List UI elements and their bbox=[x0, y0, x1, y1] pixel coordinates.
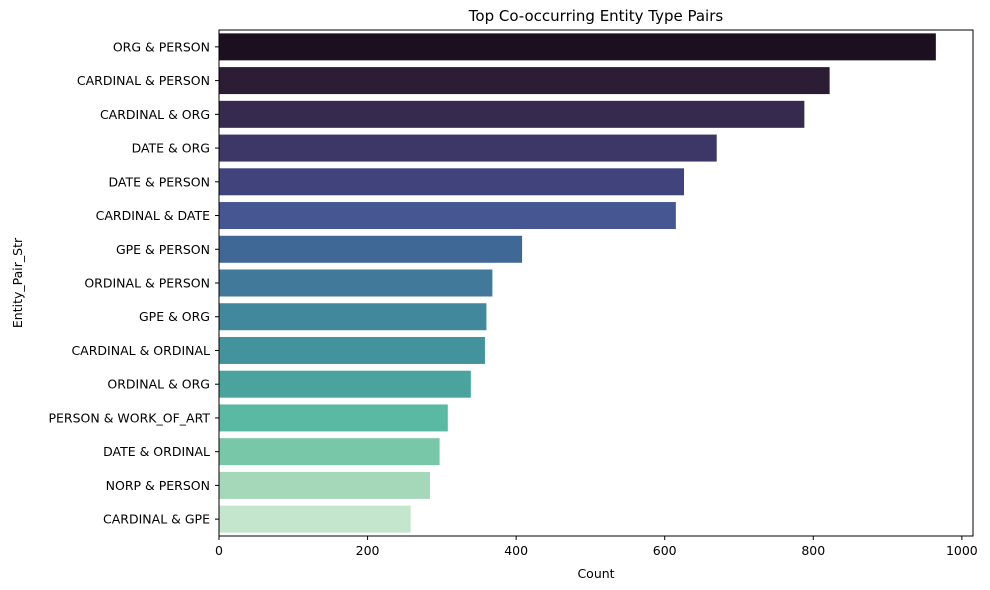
plot-frame bbox=[218, 29, 974, 537]
bar-10 bbox=[219, 370, 471, 398]
y-tick-label: DATE & PERSON bbox=[109, 174, 210, 189]
y-tick-labels: ORG & PERSON CARDINAL & PERSON CARDINAL & … bbox=[48, 39, 219, 527]
bar-3 bbox=[219, 134, 717, 162]
y-tick-label: GPE & PERSON bbox=[116, 242, 210, 257]
y-tick-label: CARDINAL & ORG bbox=[100, 107, 210, 122]
y-tick-label: ORG & PERSON bbox=[113, 39, 210, 54]
x-tick-label: 0 bbox=[215, 543, 223, 558]
x-tick-label: 1000 bbox=[946, 543, 978, 558]
bar-12 bbox=[219, 438, 440, 466]
x-ticks: 0 200 400 600 800 1000 bbox=[215, 536, 978, 558]
chart-title: Top Co-occurring Entity Type Pairs bbox=[468, 7, 724, 25]
y-tick-label: DATE & ORG bbox=[132, 141, 210, 156]
bar-13 bbox=[219, 471, 430, 499]
bar-5 bbox=[219, 202, 676, 230]
bar-2 bbox=[219, 100, 805, 128]
bar-7 bbox=[219, 269, 493, 297]
x-axis-label: Count bbox=[577, 566, 614, 581]
y-tick-label: CARDINAL & DATE bbox=[96, 208, 210, 223]
x-tick-label: 200 bbox=[356, 543, 380, 558]
bar-0 bbox=[219, 33, 936, 61]
bar-1 bbox=[219, 67, 830, 95]
y-tick-label: DATE & ORDINAL bbox=[103, 444, 210, 459]
y-axis-label: Entity_Pair_Str bbox=[10, 237, 25, 328]
x-tick-label: 800 bbox=[801, 543, 825, 558]
y-tick-label: ORDINAL & PERSON bbox=[84, 276, 210, 291]
bars-group bbox=[219, 33, 936, 533]
y-tick-label: CARDINAL & ORDINAL bbox=[71, 343, 210, 358]
y-tick-label: ORDINAL & ORG bbox=[107, 377, 210, 392]
bar-11 bbox=[219, 404, 448, 432]
x-tick-label: 400 bbox=[504, 543, 528, 558]
bar-9 bbox=[219, 336, 485, 364]
y-tick-label: CARDINAL & GPE bbox=[103, 512, 210, 527]
bar-4 bbox=[219, 168, 685, 196]
y-tick-label: NORP & PERSON bbox=[106, 478, 210, 493]
y-tick-label: PERSON & WORK_OF_ART bbox=[48, 410, 210, 425]
y-tick-label: GPE & ORG bbox=[139, 309, 210, 324]
bar-14 bbox=[219, 505, 411, 533]
bar-6 bbox=[219, 235, 523, 263]
bar-8 bbox=[219, 303, 487, 331]
y-tick-label: CARDINAL & PERSON bbox=[77, 73, 210, 88]
x-tick-label: 600 bbox=[653, 543, 677, 558]
